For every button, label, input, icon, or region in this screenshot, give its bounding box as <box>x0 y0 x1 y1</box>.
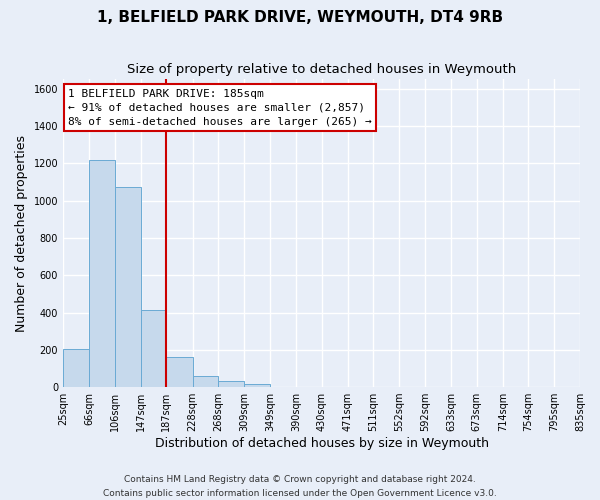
Title: Size of property relative to detached houses in Weymouth: Size of property relative to detached ho… <box>127 62 516 76</box>
X-axis label: Distribution of detached houses by size in Weymouth: Distribution of detached houses by size … <box>155 437 488 450</box>
Bar <box>244 384 270 387</box>
Bar <box>141 310 166 387</box>
Text: 1, BELFIELD PARK DRIVE, WEYMOUTH, DT4 9RB: 1, BELFIELD PARK DRIVE, WEYMOUTH, DT4 9R… <box>97 10 503 25</box>
Bar <box>89 160 115 387</box>
Bar <box>218 382 244 387</box>
Bar <box>115 186 141 387</box>
Bar <box>166 358 193 387</box>
Y-axis label: Number of detached properties: Number of detached properties <box>15 135 28 332</box>
Text: Contains HM Land Registry data © Crown copyright and database right 2024.
Contai: Contains HM Land Registry data © Crown c… <box>103 476 497 498</box>
Bar <box>193 376 218 387</box>
Bar <box>63 349 89 387</box>
Text: 1 BELFIELD PARK DRIVE: 185sqm
← 91% of detached houses are smaller (2,857)
8% of: 1 BELFIELD PARK DRIVE: 185sqm ← 91% of d… <box>68 88 372 126</box>
